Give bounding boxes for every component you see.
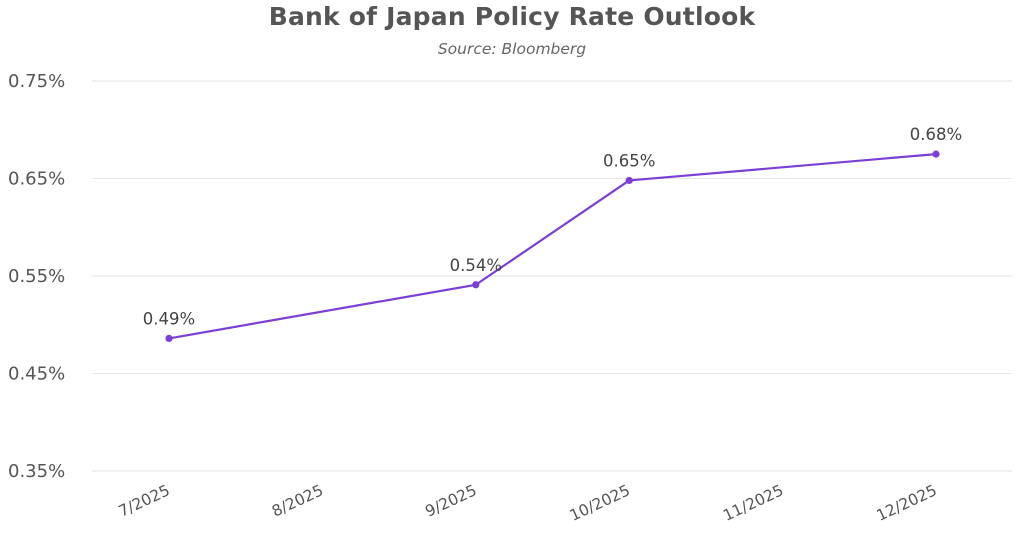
x-tick-label: 7/2025	[116, 481, 173, 520]
data-labels-group: 0.49% 0.54% 0.65% 0.68%	[143, 125, 962, 328]
chart-title: Bank of Japan Policy Rate Outlook	[268, 2, 756, 31]
series-group	[165, 150, 940, 342]
y-tick-label: 0.35%	[8, 461, 65, 482]
y-tick-label: 0.55%	[8, 266, 65, 287]
data-label: 0.49%	[143, 309, 195, 328]
data-label: 0.68%	[910, 125, 962, 144]
x-tick-label: 11/2025	[720, 481, 786, 525]
y-axis-ticks: 0.35% 0.45% 0.55% 0.65% 0.75%	[8, 71, 65, 482]
data-label: 0.65%	[603, 151, 655, 170]
series-line	[168, 153, 937, 340]
data-label: 0.54%	[450, 256, 502, 275]
x-tick-label: 10/2025	[567, 481, 633, 525]
data-point	[932, 150, 940, 158]
data-point	[625, 176, 633, 185]
chart-subtitle: Source: Bloomberg	[437, 40, 587, 58]
gridlines	[92, 80, 1012, 472]
data-point	[472, 281, 480, 289]
y-tick-label: 0.45%	[8, 364, 65, 385]
x-tick-label: 12/2025	[874, 481, 940, 525]
data-point	[165, 334, 173, 342]
y-tick-label: 0.75%	[8, 71, 65, 92]
x-tick-label: 8/2025	[269, 481, 326, 520]
y-tick-label: 0.65%	[8, 169, 65, 190]
x-axis-ticks: 7/2025 8/2025 9/2025 10/2025 11/2025 12/2025	[116, 481, 940, 525]
x-tick-label: 9/2025	[422, 481, 479, 520]
